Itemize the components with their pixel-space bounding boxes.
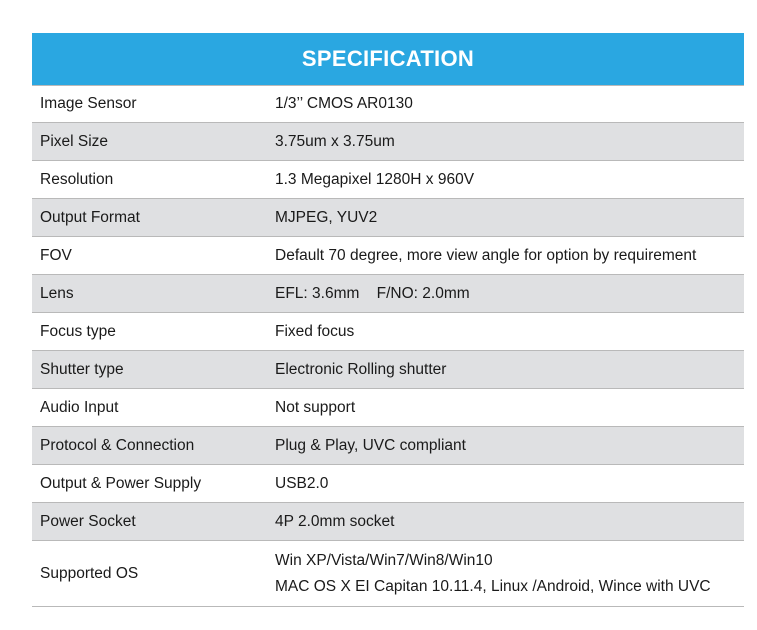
spec-row-lens: Lens EFL: 3.6mm F/NO: 2.0mm — [32, 275, 744, 313]
spec-value: Electronic Rolling shutter — [275, 360, 447, 378]
spec-row-power-socket: Power Socket 4P 2.0mm socket — [32, 503, 744, 541]
spec-row-protocol-connection: Protocol & Connection Plug & Play, UVC c… — [32, 427, 744, 465]
spec-row-focus-type: Focus type Fixed focus — [32, 313, 744, 351]
spec-row-output-format: Output Format MJPEG, YUV2 — [32, 199, 744, 237]
spec-label: Audio Input — [40, 398, 119, 416]
spec-row-output-power-supply: Output & Power Supply USB2.0 — [32, 465, 744, 503]
spec-row-fov: FOV Default 70 degree, more view angle f… — [32, 237, 744, 275]
spec-sheet: SPECIFICATION Image Sensor 1/3’’ CMOS AR… — [32, 33, 744, 607]
spec-table: Image Sensor 1/3’’ CMOS AR0130 Pixel Siz… — [32, 85, 744, 607]
spec-title-banner: SPECIFICATION — [32, 33, 744, 85]
spec-value: 3.75um x 3.75um — [275, 132, 395, 150]
spec-row-resolution: Resolution 1.3 Megapixel 1280H x 960V — [32, 161, 744, 199]
spec-value-line: MAC OS X EI Capitan 10.11.4, Linux /Andr… — [275, 577, 711, 595]
spec-value: 4P 2.0mm socket — [275, 512, 395, 530]
spec-value: MJPEG, YUV2 — [275, 208, 378, 226]
spec-label: Power Socket — [40, 512, 136, 530]
spec-label: Focus type — [40, 322, 116, 340]
spec-value: Plug & Play, UVC compliant — [275, 436, 466, 454]
spec-label: Shutter type — [40, 360, 124, 378]
spec-row-supported-os: Supported OS Win XP/Vista/Win7/Win8/Win1… — [32, 541, 744, 607]
spec-label: FOV — [40, 246, 72, 264]
spec-row-shutter-type: Shutter type Electronic Rolling shutter — [32, 351, 744, 389]
spec-row-image-sensor: Image Sensor 1/3’’ CMOS AR0130 — [32, 85, 744, 123]
spec-label: Pixel Size — [40, 132, 109, 150]
spec-value: 1/3’’ CMOS AR0130 — [275, 95, 413, 112]
spec-label: Lens — [40, 284, 74, 302]
spec-value: EFL: 3.6mm F/NO: 2.0mm — [275, 284, 470, 302]
spec-row-audio-input: Audio Input Not support — [32, 389, 744, 427]
spec-row-pixel-size: Pixel Size 3.75um x 3.75um — [32, 123, 744, 161]
spec-value-line: Win XP/Vista/Win7/Win8/Win10 — [275, 551, 493, 569]
spec-value: Fixed focus — [275, 322, 355, 340]
spec-value: Not support — [275, 398, 356, 416]
spec-label: Resolution — [40, 170, 114, 188]
spec-title: SPECIFICATION — [301, 46, 475, 71]
spec-value: USB2.0 — [275, 474, 329, 492]
spec-value: Win XP/Vista/Win7/Win8/Win10 MAC OS X EI… — [267, 548, 744, 600]
spec-label: Output Format — [40, 208, 140, 226]
spec-value: Default 70 degree, more view angle for o… — [275, 246, 697, 264]
spec-label: Image Sensor — [40, 95, 137, 112]
spec-label: Supported OS — [40, 564, 139, 582]
spec-label: Output & Power Supply — [40, 474, 202, 492]
spec-label: Protocol & Connection — [40, 436, 195, 454]
spec-value: 1.3 Megapixel 1280H x 960V — [275, 170, 475, 188]
